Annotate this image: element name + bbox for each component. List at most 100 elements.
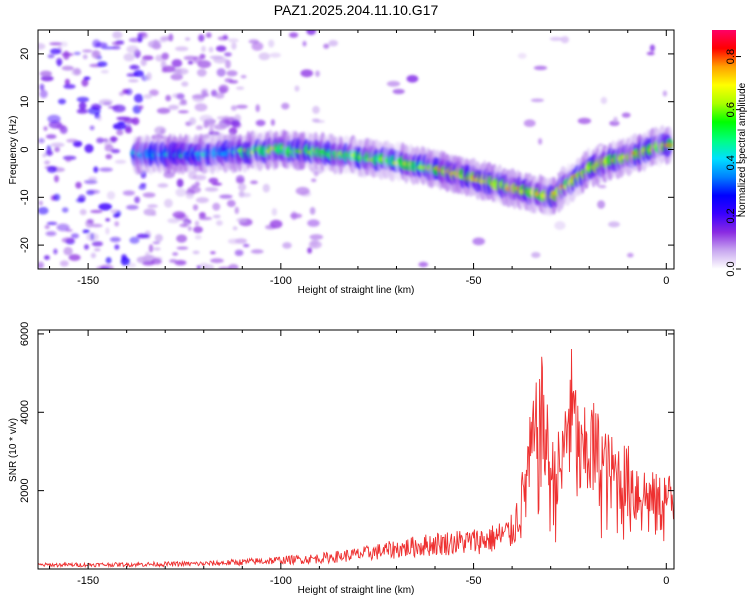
spectrogram-cell bbox=[82, 54, 88, 60]
spectrogram-cell bbox=[100, 69, 109, 74]
spectrogram-cell bbox=[386, 80, 401, 87]
spectrogram-cell bbox=[164, 198, 173, 208]
spectrogram-cell bbox=[328, 40, 339, 47]
spectrogram-cell bbox=[106, 191, 116, 200]
spectrogram-cell bbox=[176, 246, 189, 250]
spectrogram-cell bbox=[240, 192, 252, 198]
spectrogram-cell bbox=[63, 84, 76, 89]
spectrogram-cell bbox=[171, 59, 183, 68]
colorbar-scale bbox=[712, 30, 736, 269]
spectrogram-cell bbox=[192, 93, 205, 103]
spectrogram-cell bbox=[38, 206, 49, 215]
spectrogram-cell bbox=[250, 249, 264, 254]
spectrogram-cell bbox=[116, 210, 122, 217]
spectrogram-cell bbox=[255, 104, 260, 113]
spectrogram-cell bbox=[61, 207, 69, 213]
spectrogram-cell bbox=[198, 34, 205, 42]
spectrogram-cell bbox=[224, 52, 232, 57]
spectrogram-cell bbox=[81, 78, 89, 87]
spectrogram-cell bbox=[38, 138, 45, 144]
spectrogram-cell bbox=[54, 146, 60, 153]
spectrogram-cell bbox=[169, 259, 178, 263]
spectrogram-cell bbox=[234, 206, 239, 215]
spectrogram-cell bbox=[228, 38, 239, 43]
spectrogram-cell bbox=[172, 211, 186, 219]
spectrogram-cell bbox=[236, 217, 247, 223]
spectrogram-cell bbox=[201, 265, 208, 269]
spectrogram-cell bbox=[307, 219, 320, 227]
spectrogram-cell bbox=[198, 216, 213, 221]
colorbar-tick-label: 0.2 bbox=[725, 208, 737, 223]
spectrogram-cell bbox=[40, 75, 54, 82]
spectrogram-cell bbox=[176, 178, 184, 188]
snr-x-axis-label: Height of straight line (km) bbox=[298, 585, 415, 596]
spectrogram-cell bbox=[270, 119, 275, 126]
spectrogram-cell bbox=[45, 150, 53, 157]
spectrogram-cell bbox=[195, 125, 203, 130]
spectrogram-cell bbox=[302, 40, 307, 47]
spectrogram-cell bbox=[91, 241, 103, 247]
spectrogram-cell bbox=[126, 45, 139, 54]
spectrogram-cell bbox=[195, 197, 209, 204]
snr-plot-area bbox=[38, 348, 674, 569]
spectrogram-cell bbox=[118, 91, 125, 97]
y-tick-label: 10 bbox=[19, 96, 31, 108]
spectrogram-cell bbox=[50, 48, 62, 55]
spectrogram-cell bbox=[231, 42, 237, 50]
spectrogram-cell bbox=[128, 37, 142, 43]
y-tick-label: 20 bbox=[19, 48, 31, 60]
spectrogram-cell bbox=[64, 78, 70, 86]
spectrogram-cell bbox=[110, 136, 117, 143]
spectrogram-cell bbox=[523, 119, 536, 127]
spectrogram-cell bbox=[218, 266, 231, 269]
colorbar-tick-label: 0.8 bbox=[725, 49, 737, 64]
spectrogram-cell bbox=[194, 220, 200, 227]
spectrogram-cell bbox=[180, 99, 187, 105]
spectrogram-cell bbox=[142, 192, 156, 198]
spectrogram-cell bbox=[228, 264, 239, 269]
spectrogram-cell bbox=[126, 204, 139, 210]
spectrogram-cell bbox=[184, 37, 191, 41]
spectrogram-cell bbox=[58, 98, 66, 105]
spectrogram-cell bbox=[56, 124, 65, 130]
spectrogram-cell bbox=[65, 157, 72, 163]
spectrogram-cell bbox=[203, 120, 209, 129]
spectrogram-cell bbox=[90, 209, 103, 214]
spectrogram-cell bbox=[133, 70, 144, 77]
spectrogram-cell bbox=[50, 142, 65, 148]
colorbar-ticks: 0.0 0.2 0.4 0.6 0.8 bbox=[725, 49, 741, 277]
spectrogram-cell bbox=[406, 75, 419, 83]
spectrogram-cell bbox=[201, 45, 206, 53]
spectrogram-cell bbox=[269, 52, 281, 58]
spectrogram-cell bbox=[255, 119, 266, 127]
spectrogram-cell bbox=[609, 120, 620, 127]
spectrogram-cell bbox=[47, 54, 55, 59]
spectrogram-cell bbox=[215, 45, 227, 52]
spectrogram-cell bbox=[162, 65, 176, 73]
spectrogram-cell bbox=[105, 227, 110, 235]
spectrogram-cell bbox=[154, 234, 163, 242]
spectrogram-cell bbox=[251, 41, 264, 51]
spectrogram-cell bbox=[136, 233, 150, 239]
spectrogram-cell bbox=[75, 181, 82, 189]
spectrogram-cell bbox=[56, 59, 62, 67]
spectrogram-cell bbox=[76, 108, 88, 114]
spectrogram-cell bbox=[66, 138, 78, 143]
spectrogram-cell bbox=[78, 101, 87, 110]
spectrogram-cell bbox=[128, 79, 139, 83]
spectrogram-cell bbox=[188, 117, 197, 125]
spectrogram-cell bbox=[79, 209, 87, 216]
colorbar-tick-label: 0.6 bbox=[725, 102, 737, 117]
spectrogram-cell bbox=[75, 198, 85, 203]
spectrogram-cell bbox=[200, 88, 209, 96]
x-tick-label: -150 bbox=[77, 275, 99, 287]
y-tick-label: 0 bbox=[19, 146, 31, 152]
spectrogram-cell bbox=[147, 204, 159, 208]
spectrogram-cell bbox=[282, 242, 292, 249]
snr-series-line bbox=[38, 348, 674, 569]
spectrogram-cell bbox=[300, 69, 314, 78]
y-tick-label: -10 bbox=[19, 189, 31, 205]
spectrogram-cell bbox=[129, 64, 140, 70]
